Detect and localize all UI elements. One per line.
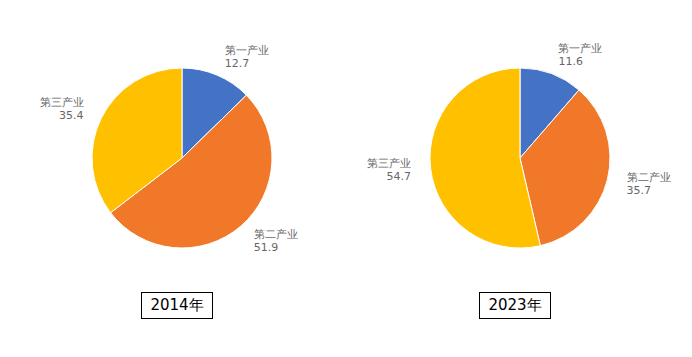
svg-text:第二产业35.7: 第二产业35.7 (627, 171, 671, 197)
svg-text:第一产业12.7: 第一产业12.7 (225, 44, 269, 70)
svg-text:第一产业11.6: 第一产业11.6 (558, 42, 602, 68)
svg-text:第三产业54.7: 第三产业54.7 (367, 157, 411, 183)
svg-text:第三产业35.4: 第三产业35.4 (40, 96, 84, 122)
svg-text:第二产业51.9: 第二产业51.9 (254, 228, 298, 254)
html-text:2023年: 2023年 (488, 296, 542, 314)
html-text:2014年: 2014年 (150, 296, 204, 314)
